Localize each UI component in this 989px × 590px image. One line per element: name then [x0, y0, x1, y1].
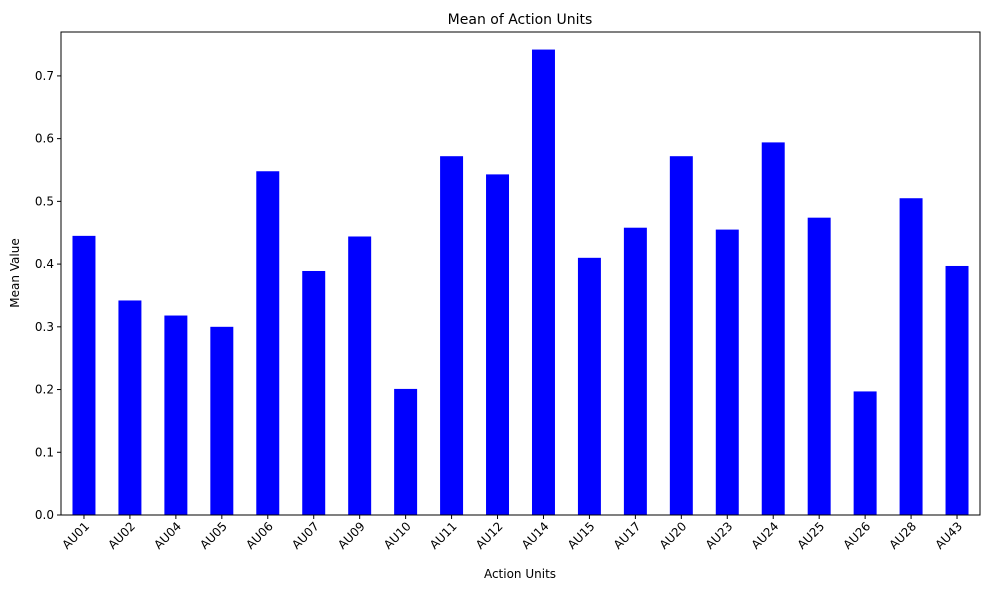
x-tick-label: AU02: [105, 519, 138, 552]
x-tick-label: AU10: [381, 519, 414, 552]
bar-au20: [669, 156, 693, 515]
bar-au28: [899, 198, 923, 515]
x-axis: AU01 AU02 AU04 AU05 AU06 AU07 AU09 AU10 AU11 AU12…: [59, 515, 965, 552]
bar-au09: [348, 236, 372, 515]
x-tick-label: AU04: [151, 519, 184, 552]
x-tick-label: AU12: [473, 519, 506, 552]
x-tick-label: AU23: [703, 519, 736, 552]
bar-au05: [210, 326, 234, 515]
bar-au15: [577, 257, 601, 515]
bar-au07: [302, 270, 326, 515]
y-tick-label: 0.5: [35, 194, 54, 208]
x-tick-label: AU25: [795, 519, 828, 552]
x-tick-label: AU20: [657, 519, 690, 552]
x-tick-label: AU06: [243, 519, 276, 552]
x-tick-label: AU43: [932, 519, 965, 552]
y-tick-label: 0.6: [35, 132, 54, 146]
y-axis-label: Mean Value: [8, 238, 22, 307]
y-axis: 0.0 0.1 0.2 0.3 0.4 0.5 0.6 0.7: [35, 69, 61, 522]
bars-group: [72, 49, 969, 516]
bar-au02: [118, 300, 142, 515]
plot-frame: [60, 31, 981, 516]
bar-au24: [761, 142, 785, 515]
x-tick-label: AU17: [611, 519, 644, 552]
bar-au04: [164, 315, 188, 515]
bar-au25: [807, 217, 831, 515]
x-axis-label: Action Units: [484, 567, 556, 581]
x-tick-label: AU07: [289, 519, 322, 552]
y-tick-label: 0.2: [35, 383, 54, 397]
x-tick-label: AU15: [565, 519, 598, 552]
x-tick-label: AU26: [841, 519, 874, 552]
bar-au14: [531, 49, 555, 516]
y-tick-label: 0.4: [35, 257, 54, 271]
x-tick-label: AU09: [335, 519, 368, 552]
bar-au17: [623, 227, 647, 515]
y-tick-label: 0.0: [35, 508, 54, 522]
x-tick-label: AU28: [886, 519, 919, 552]
bar-au11: [440, 156, 464, 515]
bar-au01: [72, 235, 96, 515]
x-tick-label: AU05: [197, 519, 230, 552]
bar-au43: [945, 265, 969, 515]
x-tick-label: AU11: [427, 519, 460, 552]
bar-au06: [256, 171, 280, 515]
bar-au26: [853, 391, 877, 515]
x-tick-label: AU14: [519, 519, 552, 552]
x-tick-label: AU01: [59, 519, 92, 552]
y-tick-label: 0.1: [35, 445, 54, 459]
x-tick-label: AU24: [749, 519, 782, 552]
chart-title: Mean of Action Units: [448, 12, 593, 28]
bar-au23: [715, 229, 739, 515]
y-tick-label: 0.7: [35, 69, 54, 83]
y-tick-label: 0.3: [35, 320, 54, 334]
bar-au12: [486, 174, 510, 515]
bar-au10: [394, 388, 418, 515]
